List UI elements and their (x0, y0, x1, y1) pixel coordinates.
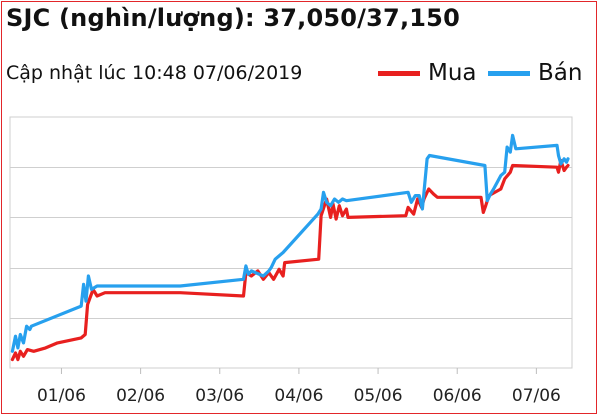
grid (9, 116, 573, 369)
update-timestamp: Cập nhật lúc 10:48 07/06/2019 (6, 62, 303, 84)
legend-item-sell[interactable]: Bán (488, 58, 582, 88)
x-axis: 01/06 02/06 03/06 04/06 05/06 06/06 07/06 (37, 368, 561, 406)
legend-label-sell: Bán (538, 60, 583, 86)
legend-swatch-sell (488, 70, 530, 76)
series-line-buy (10, 158, 570, 362)
x-tick-label: 04/06 (274, 386, 323, 406)
series-line-sell (10, 133, 570, 353)
chart-title: SJC (nghìn/lượng): 37,050/37,150 (6, 4, 460, 32)
x-tick-label: 03/06 (195, 386, 244, 406)
x-tick-label: 06/06 (433, 386, 482, 406)
x-tick-label: 05/06 (354, 386, 403, 406)
legend-label-buy: Mua (428, 60, 477, 86)
x-tick-label: 02/06 (116, 386, 165, 406)
legend-item-buy[interactable]: Mua (378, 58, 477, 88)
legend-swatch-buy (378, 70, 420, 76)
series-lines (10, 133, 570, 362)
x-tick-label: 01/06 (37, 386, 86, 406)
x-tick-label: 07/06 (512, 386, 561, 406)
plot-border (9, 116, 573, 369)
